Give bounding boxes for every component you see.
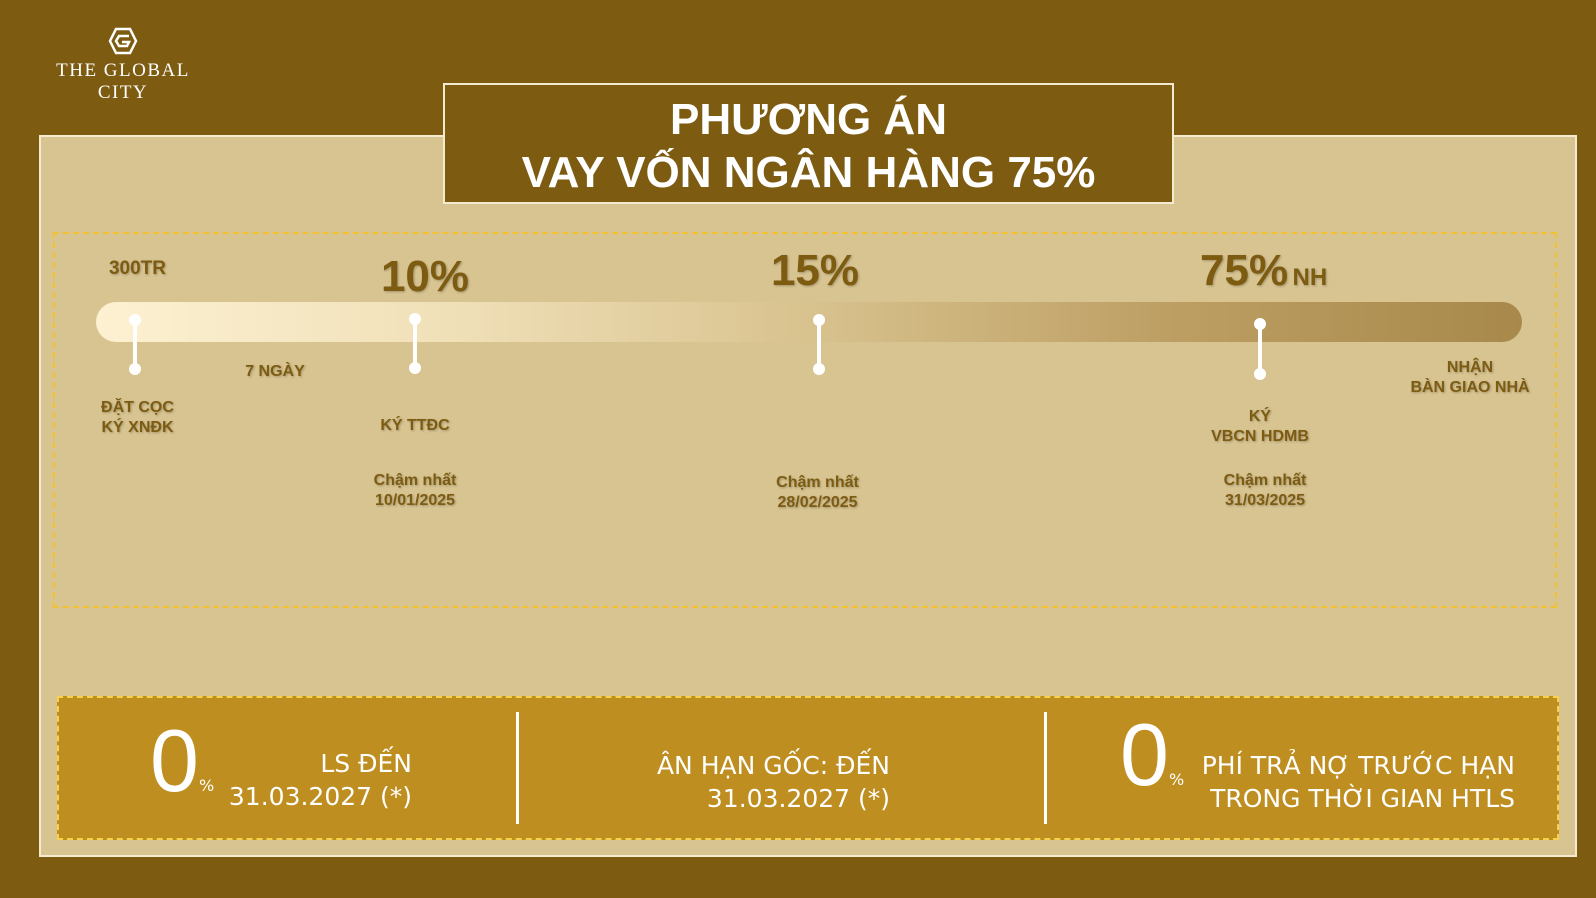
milestone-amount: 10% (380, 252, 470, 301)
benefit-text: ÂN HẠN GỐC: ĐẾN 31.03.2027 (*) (656, 751, 890, 813)
milestone-label: KÝ TTĐC (380, 417, 450, 434)
pin-dot (409, 362, 421, 374)
benefit-value: 0% (150, 711, 215, 810)
timeline-frame (53, 232, 1557, 608)
divider (1044, 712, 1047, 824)
milestone-label: ĐẶT CỌC KÝ XNĐK (101, 399, 174, 436)
brand-name: THE GLOBAL CITY (56, 60, 190, 103)
milestone-amount: 75% NH (1200, 246, 1328, 295)
pin-line (133, 320, 137, 368)
benefit-text: PHÍ TRẢ NỢ TRƯỚC HẠN TRONG THỜI GIAN HTLS (1201, 751, 1515, 813)
pin-dot (1254, 368, 1266, 380)
divider (516, 712, 519, 824)
interval-label: 7 NGÀY (245, 363, 305, 380)
milestone-amount: 300TR (108, 258, 167, 279)
milestone-deadline: Chậm nhất 10/01/2025 (373, 472, 457, 509)
title-line-1: PHƯƠNG ÁN (670, 95, 947, 144)
pin-line (1258, 324, 1262, 372)
milestone-deadline: Chậm nhất 28/02/2025 (776, 474, 859, 511)
milestone-deadline: Chậm nhất 31/03/2025 (1223, 472, 1307, 509)
pin-line (817, 320, 821, 368)
milestone-amount: 15% (770, 246, 860, 295)
timeline-bar (96, 302, 1522, 342)
page-title: PHƯƠNG ÁN VAY VỐN NGÂN HÀNG 75% (443, 83, 1174, 204)
pin-line (413, 319, 417, 367)
handover-label: NHẬN BÀN GIAO NHÀ (1410, 359, 1530, 396)
benefit-value: 0% (1120, 705, 1185, 804)
logo-icon (108, 27, 138, 55)
milestone-label: KÝ VBCN HDMB (1211, 408, 1309, 445)
title-line-2: VAY VỐN NGÂN HÀNG 75% (521, 148, 1096, 197)
pin-dot (129, 363, 141, 375)
pin-dot (813, 363, 825, 375)
benefits-box (57, 696, 1559, 840)
benefit-text: LS ĐẾN 31.03.2027 (*) (228, 749, 412, 811)
